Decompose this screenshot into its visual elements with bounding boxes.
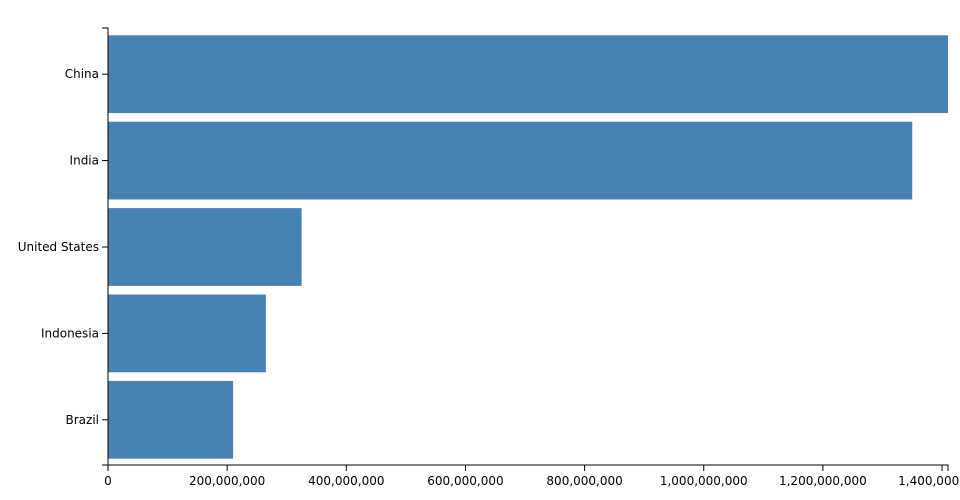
- y-tick-label: China: [65, 67, 99, 81]
- bar: [108, 121, 913, 200]
- x-tick-label: 0: [104, 474, 112, 488]
- x-tick-label: 600,000,000: [427, 474, 503, 488]
- bar: [108, 380, 234, 459]
- y-tick-label: India: [70, 154, 99, 168]
- bar: [108, 35, 948, 114]
- y-tick-label: Brazil: [66, 413, 100, 427]
- y-tick-label: Indonesia: [41, 326, 99, 340]
- bar: [108, 208, 302, 286]
- x-tick-label: 800,000,000: [546, 474, 622, 488]
- x-tick-label: 1,000,000,000: [660, 474, 748, 488]
- bar: [108, 294, 266, 373]
- x-tick-label: 1,400,000,000: [898, 474, 960, 488]
- x-tick-label: 200,000,000: [189, 474, 265, 488]
- x-axis: [107, 464, 949, 471]
- x-tick-label: 400,000,000: [308, 474, 384, 488]
- y-tick-label: United States: [18, 240, 99, 254]
- x-tick-label: 1,200,000,000: [779, 474, 867, 488]
- y-axis: [102, 27, 109, 466]
